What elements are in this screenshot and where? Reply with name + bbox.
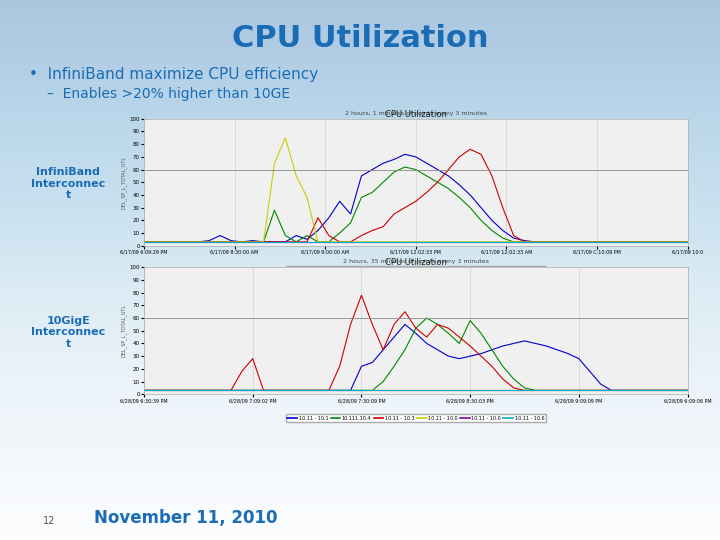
Text: November 11, 2010: November 11, 2010 <box>94 509 277 526</box>
Text: –  Enables >20% higher than 10GE: – Enables >20% higher than 10GE <box>47 87 290 102</box>
Legend: 10.11 - 10.1, 10.111.10.4, 10.11 - 10.3, 10.11 - 10.0, 10.11 - 10.0, 10.11 - 10.: 10.11 - 10.1, 10.111.10.4, 10.11 - 10.3,… <box>286 414 546 422</box>
Text: CPU Utilization: CPU Utilization <box>232 24 488 53</box>
Y-axis label: DEL_SP_L_TOTAL_UTL: DEL_SP_L_TOTAL_UTL <box>121 156 127 209</box>
Y-axis label: DEL_SP_L_TOTAL_UTL: DEL_SP_L_TOTAL_UTL <box>121 304 127 357</box>
Legend: 10.11 - 10.1, 10.111.10.4, 10.11 - 10.3, 10.11 - 10.0, 10.11 - 10.0, 10.11 - 10.: 10.11 - 10.1, 10.111.10.4, 10.11 - 10.3,… <box>286 266 546 274</box>
Title: CPU Utilization: CPU Utilization <box>385 258 446 267</box>
Text: 12: 12 <box>43 516 55 526</box>
Text: 2 hours, 35 minutes of points every 3 minutes: 2 hours, 35 minutes of points every 3 mi… <box>343 259 489 264</box>
Text: 10GigE
Interconnec
t: 10GigE Interconnec t <box>31 315 106 349</box>
Text: InfiniBand
Interconnec
t: InfiniBand Interconnec t <box>31 167 106 200</box>
Text: •  InfiniBand maximize CPU efficiency: • InfiniBand maximize CPU efficiency <box>29 68 318 83</box>
Title: CPU Utilization: CPU Utilization <box>385 110 446 119</box>
Text: 2 hours, 1 minutes of points every 3 minutes: 2 hours, 1 minutes of points every 3 min… <box>345 111 487 116</box>
